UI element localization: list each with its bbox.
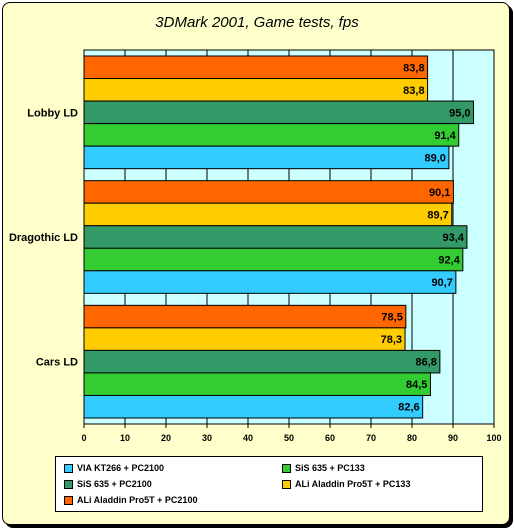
- data-label: 78,5: [381, 312, 402, 324]
- data-label: 78,3: [381, 334, 402, 346]
- x-tick-label: 10: [120, 433, 130, 443]
- legend-label: SiS 635 + PC2100: [77, 479, 152, 489]
- category-label: Cars LD: [36, 357, 78, 369]
- data-label: 89,0: [424, 152, 445, 164]
- bar: [83, 180, 454, 204]
- bar: [83, 247, 464, 272]
- bar: [83, 372, 431, 396]
- data-label: 95,0: [449, 107, 470, 119]
- legend-label: VIA KT266 + PC2100: [77, 463, 164, 473]
- data-label: 90,1: [429, 187, 450, 199]
- legend-swatch: [282, 463, 291, 473]
- bar: [83, 349, 441, 374]
- x-tick-label: 90: [448, 433, 458, 443]
- bar: [83, 394, 424, 419]
- legend-swatch: [282, 479, 291, 489]
- legend-item: SiS 635 + PC2100: [64, 479, 152, 489]
- x-tick-label: 100: [486, 433, 501, 443]
- data-label: 89,7: [427, 209, 448, 221]
- data-label: 84,5: [406, 379, 427, 391]
- legend: VIA KT266 + PC2100 SiS 635 + PC133 SiS 635…: [55, 456, 483, 512]
- x-tick-label: 70: [366, 433, 376, 443]
- bar: [83, 123, 460, 147]
- x-tick-label: 20: [161, 433, 171, 443]
- legend-swatch: [64, 479, 73, 489]
- legend-swatch: [64, 463, 73, 473]
- legend-swatch: [64, 495, 73, 505]
- x-tick-label: 50: [284, 433, 294, 443]
- x-tick-label: 40: [243, 433, 253, 443]
- legend-label: SiS 635 + PC133: [295, 463, 365, 473]
- category-label: Lobby LD: [27, 107, 78, 119]
- legend-item: VIA KT266 + PC2100: [64, 463, 164, 473]
- data-label: 91,4: [434, 130, 456, 142]
- legend-item: ALi Aladdin Pro5T + PC2100: [64, 495, 197, 505]
- data-label: 90,7: [431, 277, 452, 289]
- x-tick-label: 0: [81, 433, 86, 443]
- bar: [83, 145, 450, 170]
- x-tick-label: 60: [325, 433, 335, 443]
- legend-label: ALi Aladdin Pro5T + PC2100: [77, 495, 198, 505]
- category-label: Dragothic LD: [9, 232, 78, 244]
- bar: [83, 270, 457, 294]
- data-label: 86,8: [415, 357, 436, 369]
- bar: [83, 78, 429, 102]
- bar: [83, 55, 429, 80]
- data-label: 93,4: [443, 232, 465, 244]
- bar: [83, 327, 406, 351]
- data-label: 92,4: [438, 255, 460, 267]
- chart-title: 3DMark 2001, Game tests, fps: [155, 14, 359, 31]
- legend-item: SiS 635 + PC133: [282, 463, 365, 473]
- bar: [83, 100, 474, 125]
- bar: [83, 202, 453, 227]
- data-label: 83,8: [403, 62, 424, 74]
- x-tick-label: 80: [407, 433, 417, 443]
- data-label: 82,6: [398, 402, 419, 414]
- data-label: 83,8: [403, 85, 424, 97]
- legend-item: ALi Aladdin Pro5T + PC133: [282, 479, 410, 489]
- legend-label: ALi Aladdin Pro5T + PC133: [295, 479, 411, 489]
- bar: [83, 225, 468, 249]
- bar: [83, 304, 407, 329]
- x-tick-label: 30: [202, 433, 212, 443]
